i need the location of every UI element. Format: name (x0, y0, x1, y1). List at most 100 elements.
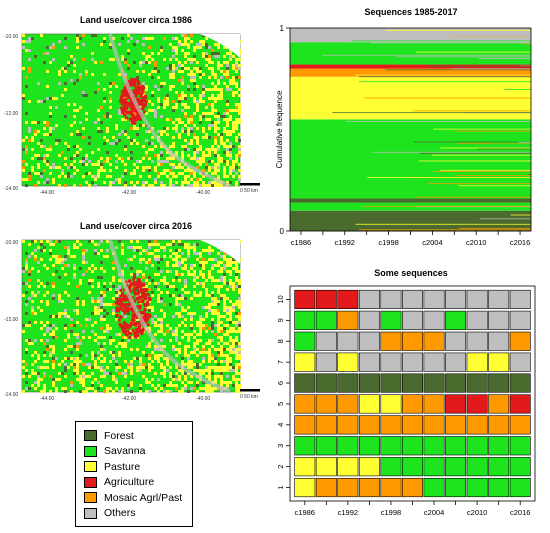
map-pixel (67, 148, 70, 151)
map-pixel (208, 76, 211, 79)
map-pixel (136, 133, 139, 136)
map-pixel (112, 351, 115, 354)
map-pixel (129, 284, 133, 288)
map-pixel (97, 88, 100, 91)
map-pixel (103, 285, 106, 288)
map-pixel (184, 309, 187, 312)
map-pixel (187, 306, 190, 309)
map-pixel (112, 378, 115, 381)
map-pixel (40, 390, 43, 393)
band-streak (518, 141, 531, 143)
map-pixel (208, 309, 211, 312)
map-pixel (37, 121, 40, 124)
map-pixel (115, 366, 118, 369)
map-pixel (76, 366, 79, 369)
map-pixel (136, 70, 139, 73)
map-pixel (187, 184, 190, 187)
map-pixel (196, 384, 199, 387)
map-pixel (235, 324, 238, 327)
map-pixel (103, 390, 106, 393)
map-pixel (187, 270, 190, 273)
map-pixel (235, 127, 238, 130)
map-pixel (139, 294, 142, 297)
map-pixel (94, 354, 97, 357)
map-pixel (151, 58, 154, 61)
map-pixel (187, 142, 190, 145)
map-pixel (100, 360, 103, 363)
map-pixel (199, 67, 202, 70)
map-pixel (232, 166, 235, 169)
map-pixel (181, 154, 184, 157)
map-pixel (199, 118, 202, 121)
map-pixel (199, 184, 202, 187)
band-streak (418, 143, 531, 145)
map-pixel (172, 145, 175, 148)
map-pixel (199, 387, 202, 390)
map-pixel (193, 157, 196, 160)
sequence-cell (445, 478, 467, 498)
map-pixel (178, 172, 181, 175)
map-pixel (22, 40, 25, 43)
map-pixel (52, 381, 55, 384)
map-pixel (151, 384, 154, 387)
map-pixel (67, 175, 70, 178)
map-pixel (190, 94, 193, 97)
map-pixel (232, 82, 235, 85)
map-pixel (64, 390, 67, 393)
map-pixel (175, 333, 178, 336)
map-pixel (145, 85, 148, 88)
map-pixel (178, 70, 181, 73)
map-pixel (229, 360, 232, 363)
map-pixel (79, 279, 82, 282)
map-pixel (139, 258, 142, 261)
map-pixel (229, 381, 232, 384)
band-streak (504, 89, 531, 91)
map-pixel (58, 139, 61, 142)
map-pixel (187, 133, 190, 136)
map-pixel (79, 73, 82, 76)
map-pixel (220, 279, 223, 282)
map-pixel (82, 34, 85, 37)
map-pixel (64, 369, 67, 372)
map-pixel (124, 360, 127, 363)
map-pixel (190, 40, 193, 43)
map-pixel (160, 330, 163, 333)
map-pixel (175, 300, 178, 303)
map-pixel (34, 381, 37, 384)
map-pixel (73, 82, 76, 85)
map-pixel (34, 55, 37, 58)
map-pixel (157, 76, 160, 79)
map-pixel (208, 273, 211, 276)
map-pixel (202, 345, 205, 348)
map-pixel (34, 387, 37, 390)
sequence-cell (315, 394, 337, 414)
map-pixel (88, 387, 91, 390)
map-pixel (223, 267, 226, 270)
map-pixel (157, 97, 160, 100)
map-pixel (166, 157, 169, 160)
map-pixel (121, 55, 124, 58)
map-pixel (28, 37, 31, 40)
map-pixel (127, 34, 130, 37)
band-streak (388, 36, 531, 38)
map-pixel (232, 369, 235, 372)
map-pixel (73, 273, 76, 276)
map-pixel (28, 139, 31, 142)
map-pixel (154, 354, 157, 357)
map-pixel (211, 145, 214, 148)
map-pixel (52, 345, 55, 348)
map-pixel (136, 321, 139, 324)
map-pixel (187, 339, 190, 342)
map-pixel (163, 97, 166, 100)
map-pixel (175, 273, 178, 276)
map-pixel (140, 91, 144, 95)
map-pixel (229, 306, 232, 309)
map-pixel (112, 136, 115, 139)
map-pixel (172, 330, 175, 333)
map-pixel (106, 303, 109, 306)
map-pixel (124, 369, 127, 372)
legend-item-mosaic-agrl-past: Mosaic Agrl/Past (84, 490, 192, 506)
map-pixel (211, 88, 214, 91)
map-pixel (163, 100, 166, 103)
map-pixel (208, 270, 211, 273)
